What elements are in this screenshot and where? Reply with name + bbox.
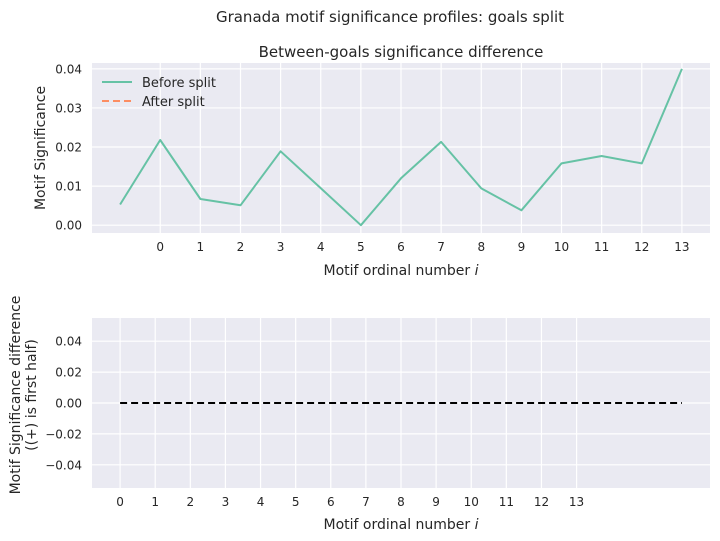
- x-tick-label: 4: [317, 240, 325, 254]
- x-tick-label: 5: [292, 495, 300, 509]
- legend: Before split After split: [102, 76, 216, 110]
- x-tick-label: 13: [674, 240, 689, 254]
- top-chart-title: Between-goals significance difference: [259, 43, 544, 61]
- x-tick-label: 0: [156, 240, 164, 254]
- x-tick-label: 2: [237, 240, 245, 254]
- x-tick-label: 1: [197, 240, 205, 254]
- y-tick-label: 0.00: [55, 397, 82, 411]
- x-tick-label: 8: [477, 240, 485, 254]
- x-tick-label: 12: [534, 495, 549, 509]
- top-x-ticks: 0 1 2 3 4 5 6 7 8 9 10 11 12 13: [156, 240, 689, 254]
- bottom-x-ticks: 0 1 2 3 4 5 6 7 8 9 10 11 12 13: [116, 495, 584, 509]
- x-tick-label: 6: [397, 240, 405, 254]
- x-tick-label: 13: [569, 495, 584, 509]
- y-tick-label: 0.04: [55, 62, 82, 76]
- bottom-panel: 0 1 2 3 4 5 6 7 8 9 10 11 12 13 −0.04−0.020.000.020.0…: [8, 296, 710, 533]
- top-x-axis-label: Motif ordinal number i: [323, 263, 478, 279]
- figure-suptitle: Granada motif significance profiles: goa…: [216, 8, 564, 26]
- x-tick-label: 4: [257, 495, 265, 509]
- x-tick-label: 3: [222, 495, 230, 509]
- x-tick-label: 12: [634, 240, 649, 254]
- x-tick-label: 11: [594, 240, 609, 254]
- x-tick-label: 7: [362, 495, 370, 509]
- y-tick-label: 0.02: [55, 141, 82, 155]
- legend-label-before-split: Before split: [142, 76, 216, 91]
- x-tick-label: 10: [464, 495, 479, 509]
- y-tick-label: 0.00: [55, 219, 82, 233]
- x-tick-label: 1: [151, 495, 159, 509]
- top-y-ticks: 0.00 0.01 0.02 0.03 0.04: [55, 62, 82, 232]
- x-tick-label: 9: [518, 240, 526, 254]
- x-tick-label: 2: [186, 495, 194, 509]
- top-series: [119, 68, 683, 227]
- x-tick-label: 9: [432, 495, 440, 509]
- series-line: [119, 68, 683, 227]
- y-tick-label: 0.02: [55, 366, 82, 380]
- y-tick-label: 0.04: [55, 335, 82, 349]
- top-y-axis-label: Motif Significance: [33, 86, 49, 210]
- bottom-y-ticks: −0.04 −0.02 0.00 0.02 0.04: [45, 335, 82, 473]
- x-tick-label: 5: [357, 240, 365, 254]
- legend-label-after-split: After split: [142, 95, 205, 110]
- y-tick-label: 0.01: [55, 180, 82, 194]
- x-tick-label: 7: [437, 240, 445, 254]
- y-tick-label: −0.04: [45, 458, 82, 472]
- top-grid: [92, 63, 710, 233]
- y-tick-label: 0.03: [55, 101, 82, 115]
- x-tick-label: 0: [116, 495, 124, 509]
- y-tick-label: −0.02: [45, 427, 82, 441]
- x-tick-label: 8: [397, 495, 405, 509]
- x-tick-label: 10: [554, 240, 569, 254]
- x-tick-label: 6: [327, 495, 335, 509]
- x-tick-label: 3: [277, 240, 285, 254]
- bottom-y-axis-label: Motif Significance difference((+) is fir…: [8, 296, 40, 495]
- top-panel: 0 1 2 3 4 5 6 7 8 9 10 11 12 13 0.000.010.020.030.04 …: [33, 43, 710, 279]
- x-tick-label: 11: [499, 495, 514, 509]
- bottom-x-axis-label: Motif ordinal number i: [323, 517, 478, 533]
